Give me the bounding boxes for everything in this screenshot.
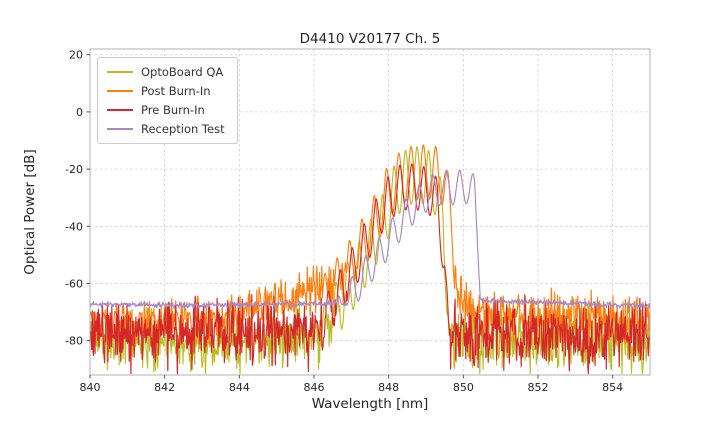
chart-title: D4410 V20177 Ch. 5 [299,31,441,47]
legend-line-swatch [107,71,133,73]
legend-label: Reception Test [141,122,225,136]
x-tick-label: 848 [378,381,399,394]
legend-label: Pre Burn-In [141,103,205,117]
x-tick-label: 842 [154,381,175,394]
x-tick-label: 854 [602,381,623,394]
x-tick-label: 846 [304,381,325,394]
legend-line-swatch [107,128,133,130]
x-tick-label: 844 [229,381,250,394]
legend-line-swatch [107,109,133,111]
y-tick-label: 0 [76,106,83,119]
legend-item-optoboard-qa: OptoBoard QA [107,65,225,79]
legend-item-reception-test: Reception Test [107,122,225,136]
legend-label: OptoBoard QA [141,65,224,79]
legend-item-pre-burn-in: Pre Burn-In [107,103,225,117]
legend-item-post-burn-in: Post Burn-In [107,84,225,98]
legend-line-swatch [107,90,133,92]
x-tick-label: 850 [453,381,474,394]
y-tick-label: -40 [65,220,83,233]
y-tick-label: -20 [65,163,83,176]
x-axis-label: Wavelength [nm] [311,396,429,412]
legend: OptoBoard QA Post Burn-In Pre Burn-In Re… [97,57,238,144]
legend-label: Post Burn-In [141,84,211,98]
y-tick-label: -80 [65,335,83,348]
x-tick-label: 840 [80,381,101,394]
y-tick-label: -60 [65,277,83,290]
x-tick-label: 852 [528,381,549,394]
y-tick-label: 20 [69,49,83,62]
